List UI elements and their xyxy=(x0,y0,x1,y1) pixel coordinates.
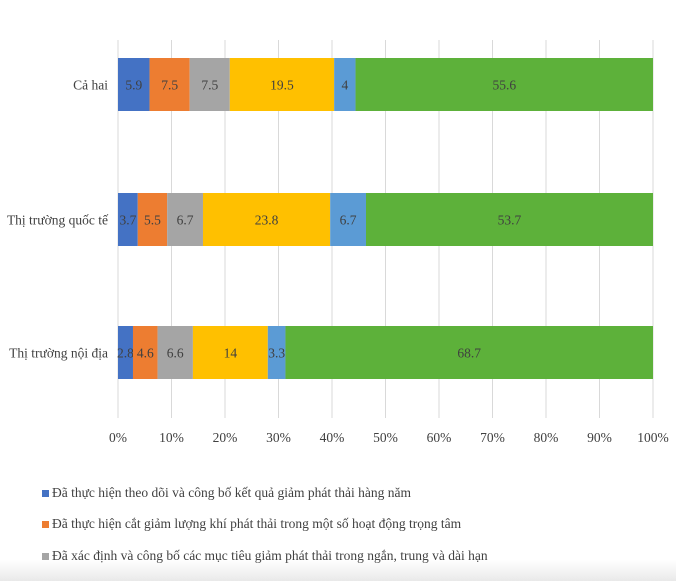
bottom-fade xyxy=(0,560,676,581)
x-tick-label: 0% xyxy=(109,430,127,445)
legend-label: Đã xác định và công bố các mục tiêu giảm… xyxy=(52,548,488,563)
bar-segment xyxy=(118,58,150,111)
x-tick-label: 30% xyxy=(266,430,291,445)
category-label: Cả hai xyxy=(73,78,108,93)
category-label: Thị trường nội địa xyxy=(9,346,108,361)
data-label: 6.6 xyxy=(167,346,184,361)
bar-segment xyxy=(202,193,331,246)
bar-segment xyxy=(229,58,335,111)
x-tick-label: 80% xyxy=(534,430,559,445)
x-tick-label: 50% xyxy=(373,430,398,445)
legend-swatch xyxy=(42,520,49,528)
bar-segment xyxy=(132,326,158,379)
data-label: 53.7 xyxy=(498,213,522,228)
bar-segment xyxy=(137,193,168,246)
data-label: 4 xyxy=(341,78,348,93)
data-label: 5.5 xyxy=(144,213,161,228)
data-label: 68.7 xyxy=(457,346,481,361)
legend-item: Đã thực hiện cắt giảm lượng khí phát thả… xyxy=(42,516,461,532)
data-label: 3.3 xyxy=(268,346,285,361)
data-label: 5.9 xyxy=(125,78,142,93)
data-label: 6.7 xyxy=(340,213,357,228)
bar-segment xyxy=(267,326,286,379)
data-label: 23.8 xyxy=(255,213,279,228)
data-label: 3.7 xyxy=(119,213,136,228)
bar-segment xyxy=(118,193,138,246)
bar-segment xyxy=(192,326,268,379)
bar-segment xyxy=(149,58,190,111)
x-tick-label: 90% xyxy=(587,430,612,445)
bar-segment xyxy=(118,326,133,379)
legend-label: Đã thực hiện cắt giảm lượng khí phát thả… xyxy=(52,516,462,531)
bar-segment xyxy=(189,58,230,111)
legend-swatch xyxy=(42,552,49,560)
bar-segment xyxy=(167,193,203,246)
legend-item: Đã thực hiện theo dõi và công bố kết quả… xyxy=(42,485,411,501)
bar-segment xyxy=(330,193,366,246)
data-label: 6.7 xyxy=(177,213,194,228)
bar-segment xyxy=(365,193,653,246)
x-tick-label: 100% xyxy=(637,430,669,445)
data-label: 19.5 xyxy=(270,78,294,93)
bar-segment xyxy=(355,58,653,111)
x-tick-label: 10% xyxy=(159,430,184,445)
data-label: 7.5 xyxy=(161,78,178,93)
bar-segment xyxy=(157,326,193,379)
x-tick-label: 40% xyxy=(320,430,345,445)
data-label: 14 xyxy=(224,346,238,361)
legend-label: Đã thực hiện theo dõi và công bố kết quả… xyxy=(52,485,411,500)
legend-swatch xyxy=(42,489,49,497)
data-label: 55.6 xyxy=(492,78,516,93)
legend-item: Đã xác định và công bố các mục tiêu giảm… xyxy=(42,548,488,564)
bar-segment xyxy=(285,326,653,379)
category-label: Thị trường quốc tế xyxy=(7,213,109,228)
x-tick-label: 70% xyxy=(480,430,505,445)
data-label: 2.8 xyxy=(117,346,134,361)
bar-segment xyxy=(334,58,356,111)
x-tick-label: 20% xyxy=(213,430,238,445)
data-label: 7.5 xyxy=(201,78,218,93)
data-label: 4.6 xyxy=(137,346,154,361)
x-tick-label: 60% xyxy=(427,430,452,445)
